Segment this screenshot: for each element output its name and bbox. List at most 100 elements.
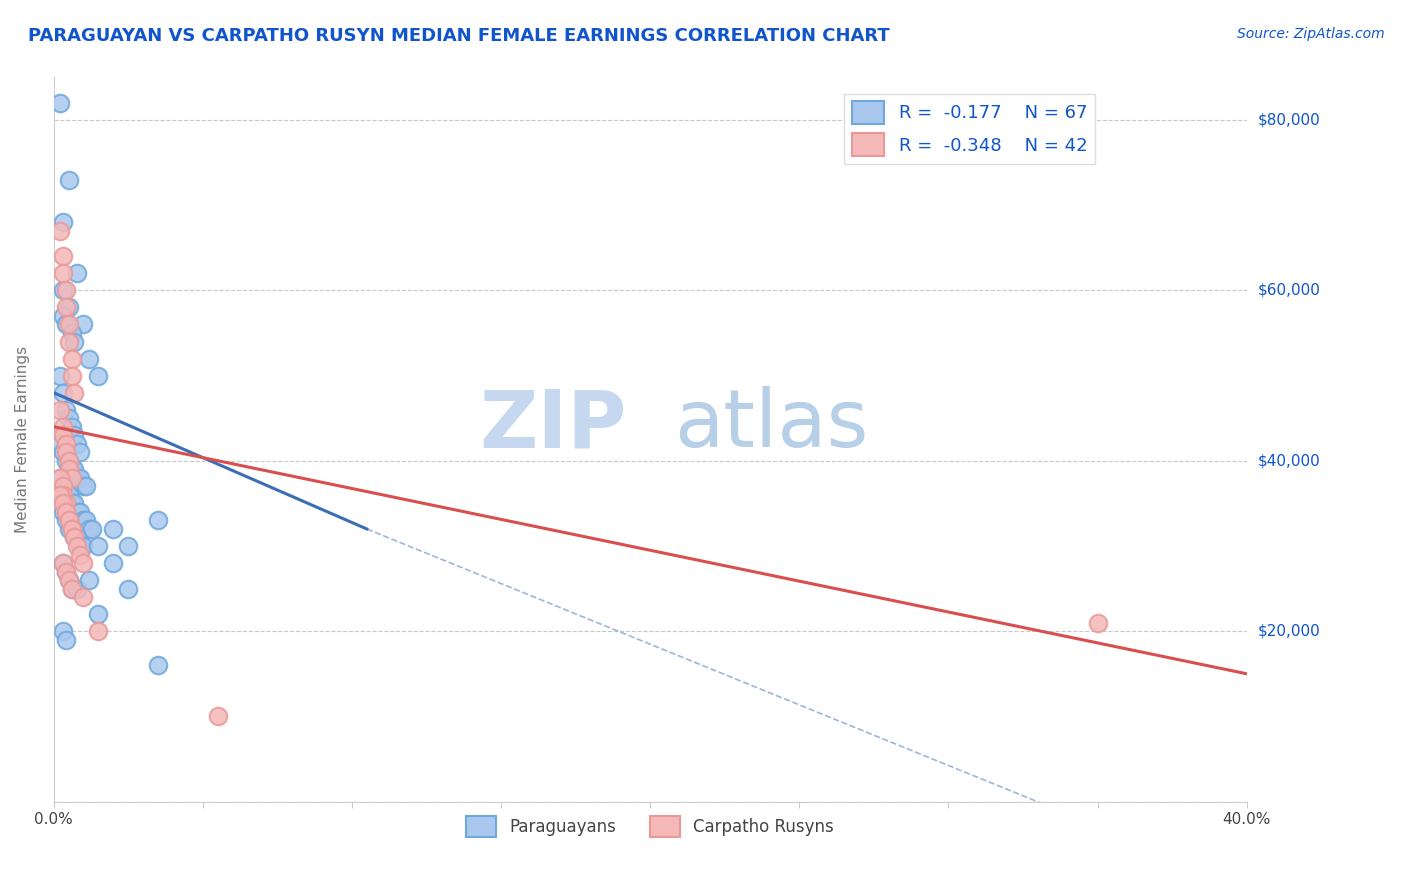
Point xyxy=(103,522,125,536)
Point xyxy=(51,505,73,519)
Point xyxy=(87,624,110,639)
Point xyxy=(72,556,94,570)
Point xyxy=(72,513,94,527)
Point xyxy=(75,513,97,527)
Point xyxy=(48,488,70,502)
Point xyxy=(51,479,73,493)
Point xyxy=(72,539,94,553)
Point xyxy=(58,513,80,527)
Point xyxy=(60,326,83,340)
Point xyxy=(69,471,91,485)
Point xyxy=(48,95,70,110)
Point xyxy=(63,428,86,442)
Point xyxy=(48,436,70,450)
Point xyxy=(51,445,73,459)
Point xyxy=(66,531,89,545)
Point xyxy=(66,266,89,280)
Point xyxy=(48,471,70,485)
Point xyxy=(58,411,80,425)
Text: $80,000: $80,000 xyxy=(1258,112,1320,128)
Point xyxy=(58,462,80,476)
Point xyxy=(63,496,86,510)
Legend: Paraguayans, Carpatho Rusyns: Paraguayans, Carpatho Rusyns xyxy=(460,809,841,844)
Point xyxy=(66,582,89,596)
Point xyxy=(58,318,80,332)
Point xyxy=(55,488,77,502)
Point xyxy=(58,454,80,468)
Point xyxy=(58,573,80,587)
Point xyxy=(58,488,80,502)
Point xyxy=(51,556,73,570)
Point xyxy=(55,632,77,647)
Point xyxy=(60,368,83,383)
Point xyxy=(60,462,83,476)
Point xyxy=(48,471,70,485)
Point xyxy=(48,402,70,417)
Text: ZIP: ZIP xyxy=(479,386,626,464)
Point xyxy=(69,539,91,553)
Point xyxy=(87,368,110,383)
Text: $60,000: $60,000 xyxy=(1258,283,1320,298)
Point xyxy=(60,582,83,596)
Point xyxy=(58,513,80,527)
Point xyxy=(69,548,91,562)
Point xyxy=(55,505,77,519)
Point xyxy=(55,513,77,527)
Point xyxy=(72,590,94,604)
Point xyxy=(58,573,80,587)
Point xyxy=(48,224,70,238)
Point xyxy=(63,462,86,476)
Point xyxy=(60,351,83,366)
Point xyxy=(48,368,70,383)
Point xyxy=(69,445,91,459)
Point xyxy=(58,172,80,186)
Point xyxy=(79,573,101,587)
Text: atlas: atlas xyxy=(673,386,869,464)
Point xyxy=(58,522,80,536)
Point xyxy=(58,334,80,349)
Point xyxy=(117,582,139,596)
Point xyxy=(51,479,73,493)
Point xyxy=(72,318,94,332)
Point xyxy=(51,496,73,510)
Point xyxy=(51,385,73,400)
Point xyxy=(55,454,77,468)
Point xyxy=(55,436,77,450)
Point xyxy=(51,309,73,323)
Point xyxy=(55,565,77,579)
Point xyxy=(60,522,83,536)
Point xyxy=(51,556,73,570)
Point xyxy=(58,301,80,315)
Point xyxy=(63,531,86,545)
Point xyxy=(60,582,83,596)
Point xyxy=(66,539,89,553)
Point xyxy=(55,284,77,298)
Point xyxy=(103,556,125,570)
Point xyxy=(69,505,91,519)
Point xyxy=(55,505,77,519)
Point xyxy=(63,385,86,400)
Point xyxy=(63,334,86,349)
Point xyxy=(87,539,110,553)
Point xyxy=(79,351,101,366)
Point xyxy=(55,402,77,417)
Point xyxy=(66,436,89,450)
Text: PARAGUAYAN VS CARPATHO RUSYN MEDIAN FEMALE EARNINGS CORRELATION CHART: PARAGUAYAN VS CARPATHO RUSYN MEDIAN FEMA… xyxy=(28,27,890,45)
Point xyxy=(1087,615,1109,630)
Point xyxy=(75,479,97,493)
Text: $20,000: $20,000 xyxy=(1258,624,1320,639)
Point xyxy=(51,419,73,434)
Point xyxy=(58,454,80,468)
Point xyxy=(60,419,83,434)
Point xyxy=(66,471,89,485)
Point xyxy=(60,522,83,536)
Point xyxy=(82,522,104,536)
Point xyxy=(87,607,110,622)
Point xyxy=(72,479,94,493)
Point xyxy=(66,505,89,519)
Point xyxy=(60,471,83,485)
Text: Source: ZipAtlas.com: Source: ZipAtlas.com xyxy=(1237,27,1385,41)
Point xyxy=(51,266,73,280)
Point xyxy=(79,522,101,536)
Point xyxy=(60,496,83,510)
